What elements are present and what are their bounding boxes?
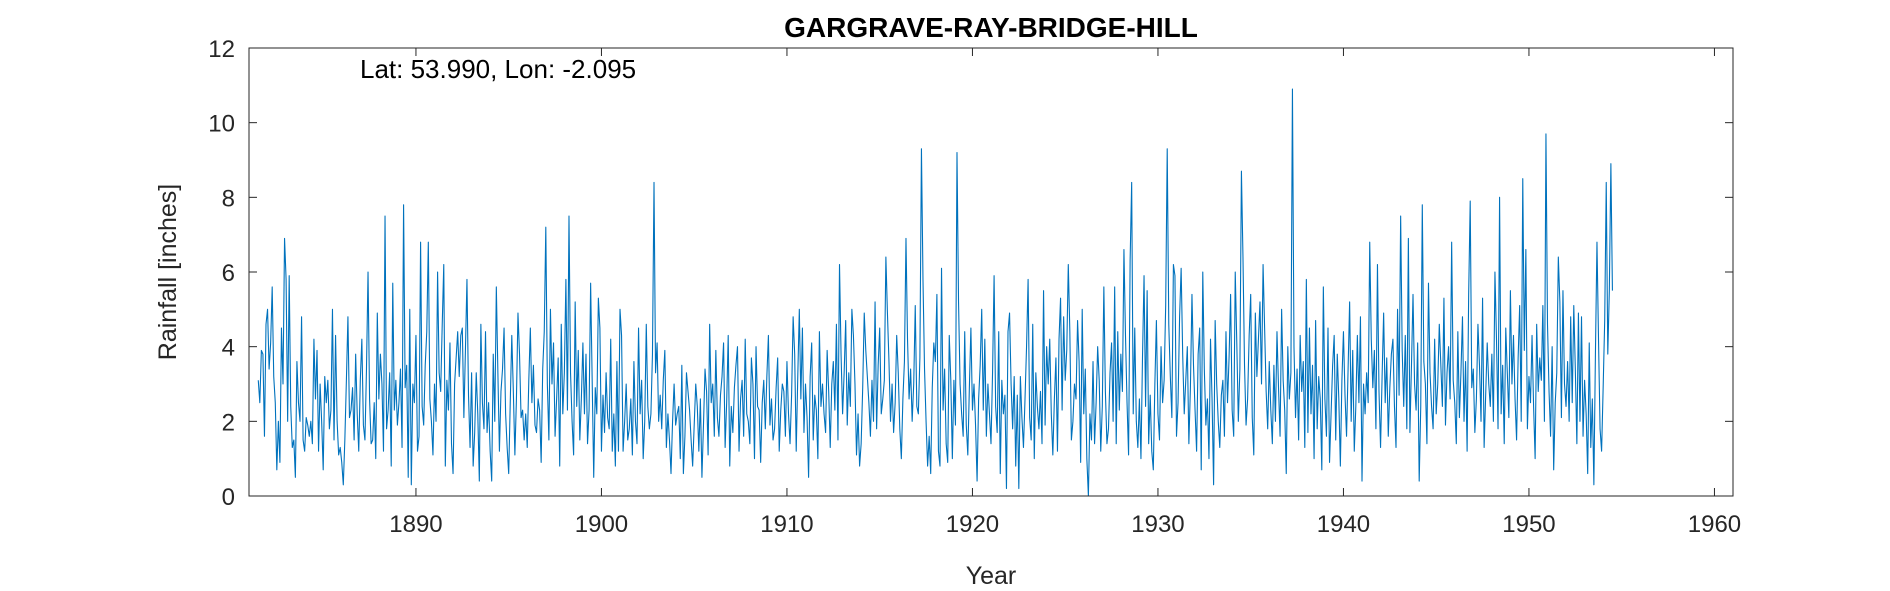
- x-tick-label-1900: 1900: [575, 511, 628, 538]
- x-tick-label-1920: 1920: [946, 511, 999, 538]
- chart-title: GARGRAVE-RAY-BRIDGE-HILL: [784, 12, 1198, 43]
- station-annotation: Lat: 53.990, Lon: -2.095: [360, 54, 636, 84]
- y-tick-label-2: 2: [222, 409, 235, 436]
- y-tick-label-4: 4: [222, 335, 235, 362]
- x-tick-label-1890: 1890: [389, 511, 442, 538]
- rainfall-series-line: [257, 88, 1613, 497]
- y-tick-label-0: 0: [222, 484, 235, 511]
- y-tick-label-8: 8: [222, 185, 235, 212]
- x-tick-label-1940: 1940: [1317, 511, 1370, 538]
- x-tick-label-1950: 1950: [1502, 511, 1555, 538]
- x-tick-label-1960: 1960: [1688, 511, 1741, 538]
- x-tick-label-1910: 1910: [760, 511, 813, 538]
- x-axis-ticks: 1890 1900 1910 1920 1930 1940 1950 1960: [389, 48, 1741, 538]
- y-tick-label-12: 12: [208, 36, 235, 63]
- y-axis-ticks: 0 2 4 6 8 10 12: [208, 36, 1733, 511]
- x-tick-label-1930: 1930: [1131, 511, 1184, 538]
- x-axis-label: Year: [966, 562, 1017, 590]
- y-tick-label-10: 10: [208, 111, 235, 138]
- y-axis-label: Rainfall [inches]: [154, 184, 182, 360]
- y-tick-label-6: 6: [222, 260, 235, 287]
